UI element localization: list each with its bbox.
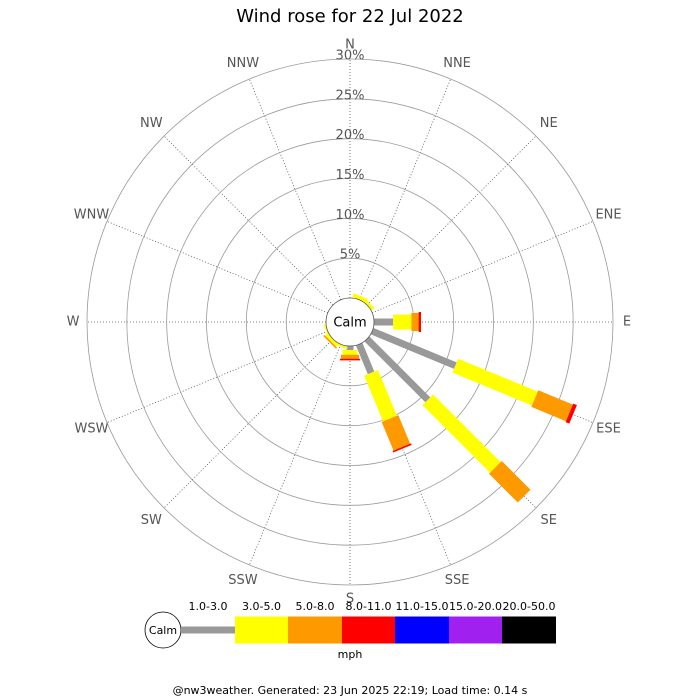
wind-segment [325, 333, 339, 347]
wind-segment [489, 461, 531, 503]
wind-segment [361, 297, 375, 311]
wind-segment [323, 334, 338, 349]
direction-label: N [345, 38, 355, 53]
direction-label: NNE [443, 56, 471, 71]
chart-title: Wind rose for 22 Jul 2022 [236, 6, 464, 27]
direction-label: NW [140, 116, 163, 131]
r-tick-label: 30% [336, 49, 365, 64]
ring [166, 138, 534, 506]
direction-label: ESE [596, 422, 621, 437]
ring [86, 58, 614, 586]
ring [245, 217, 455, 427]
legend-calm-label: Calm [149, 624, 177, 637]
direction-label: W [67, 315, 80, 330]
legend-swatch [288, 616, 342, 644]
legend-label: 20.0-50.0 [503, 600, 556, 613]
r-tick-label: 15% [336, 168, 365, 183]
legend: Calm mph 1.0-3.0 3.0-5.0 5.0-8.0 8.0-11.0 11… [144, 600, 556, 661]
footer: @nw3weather. Generated: 23 Jun 2025 22:1… [173, 684, 528, 697]
r-tick-label: 25% [336, 88, 365, 103]
legend-label: 3.0-5.0 [242, 600, 281, 613]
direction-label: SW [141, 513, 162, 528]
wind-segment [531, 390, 573, 422]
legend-units: mph [338, 648, 363, 661]
legend-label: 15.0-20.0 [449, 600, 502, 613]
legend-label: 1.0-3.0 [189, 600, 228, 613]
calm-label: Calm [333, 316, 366, 331]
wind-segment [422, 394, 501, 473]
wind-segment [381, 415, 411, 451]
direction-label: E [623, 315, 631, 330]
wind-segment [370, 327, 457, 369]
legend-label: 5.0-8.0 [296, 600, 335, 613]
direction-label: WNW [74, 207, 110, 222]
legend-swatch [235, 616, 288, 644]
wind-segment [565, 403, 577, 424]
wind-segment [364, 336, 431, 403]
wind-segment [352, 293, 368, 303]
legend-swatch [449, 616, 502, 644]
direction-label: NNW [227, 56, 259, 71]
wind-segment [452, 358, 538, 406]
wind-segment [355, 342, 375, 375]
wind-segment [392, 443, 412, 453]
direction-label: SSE [445, 573, 470, 588]
ring [126, 98, 574, 546]
legend-swatch [342, 616, 395, 644]
legend-label: 11.0-15.0 [396, 600, 449, 613]
direction-label: SE [540, 513, 556, 528]
legend-label: 8.0-11.0 [346, 600, 392, 613]
r-tick-label: 10% [336, 208, 365, 223]
direction-label: SSW [228, 573, 258, 588]
r-tick-label: 5% [340, 248, 361, 263]
direction-label: S [346, 592, 354, 607]
legend-swatch [502, 616, 556, 644]
r-tick-label: 20% [336, 128, 365, 143]
legend-swatch [395, 616, 449, 644]
calm-circle [325, 297, 375, 347]
legend-swatch [181, 626, 235, 634]
grid: N NNE NE ENE E ESE SE SSE S SSW SW WSW W WNW NW NNW 5% 10… [67, 38, 632, 607]
direction-label: ENE [595, 207, 621, 222]
wind-segment [364, 370, 397, 422]
ring [206, 178, 494, 466]
direction-label: WSW [74, 422, 108, 437]
direction-label: NE [540, 116, 558, 131]
